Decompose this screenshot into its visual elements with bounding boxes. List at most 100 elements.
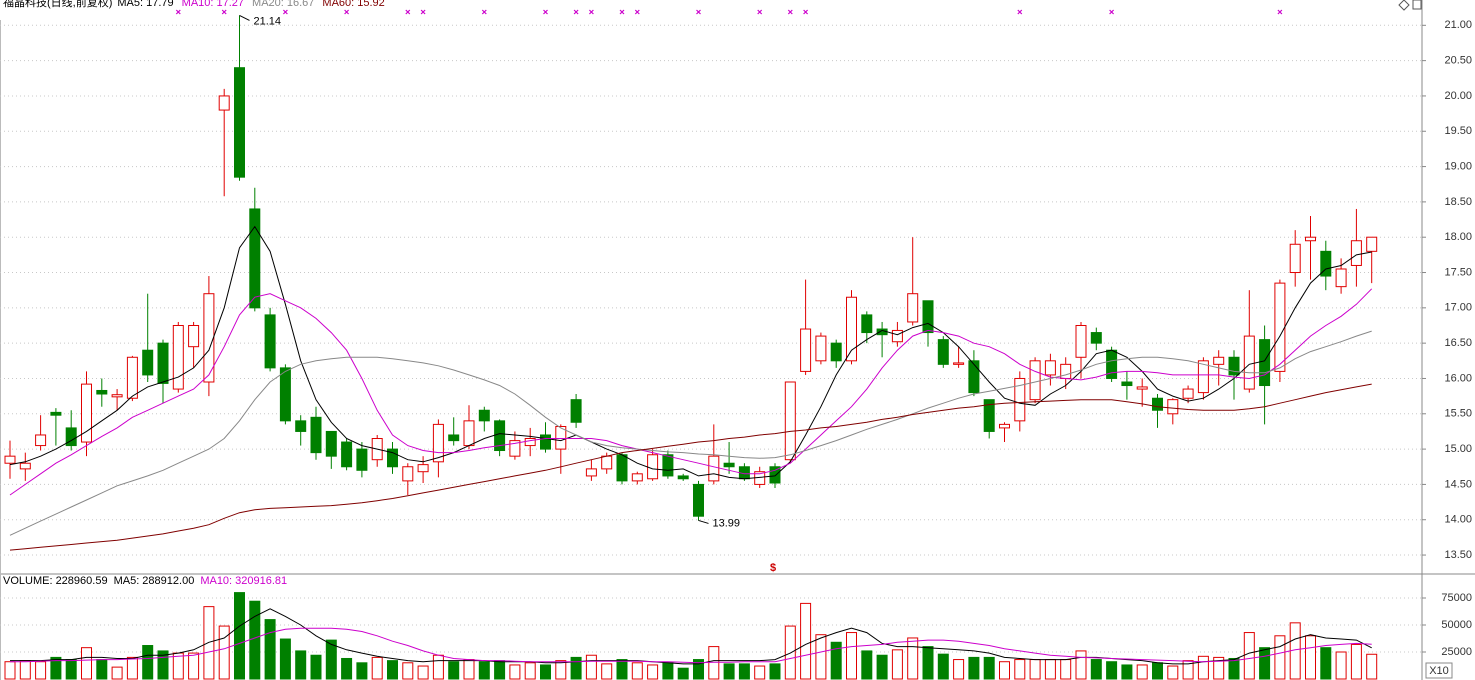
candle-body <box>907 293 919 323</box>
ma-line <box>9 225 1372 480</box>
candle-body <box>800 328 812 372</box>
y-tick-label: 18.00 <box>1444 231 1472 243</box>
volume-bar <box>341 657 353 680</box>
volume-ma-line <box>10 627 1372 664</box>
volume-bar <box>1044 659 1056 680</box>
volume-bar <box>295 650 307 680</box>
tool-icon[interactable] <box>1398 0 1410 11</box>
dividend-marker: $ <box>770 562 776 574</box>
volume-bar <box>188 652 200 680</box>
volume-bar <box>387 660 398 680</box>
volume-bar <box>1167 665 1179 680</box>
candle-body <box>922 300 934 334</box>
low-label: 13.99 <box>713 517 741 529</box>
candle-body <box>1350 240 1362 266</box>
volume-bar <box>815 634 827 680</box>
volume-bar <box>218 625 230 680</box>
event-marker <box>282 9 288 15</box>
candle-body <box>1320 250 1332 277</box>
candle-body <box>601 455 613 470</box>
candle-body <box>234 67 245 178</box>
volume-bar <box>876 654 888 680</box>
candle-body <box>631 473 643 482</box>
volume-bar <box>1075 650 1087 680</box>
volume-bar <box>142 645 154 680</box>
candle-body <box>249 208 261 309</box>
volume-bar <box>325 639 337 680</box>
volume-bar <box>50 656 62 680</box>
candle-body <box>616 454 628 482</box>
candle-body <box>19 462 31 470</box>
volume-bar <box>509 664 521 680</box>
candle-body <box>1090 332 1102 344</box>
volume-bar <box>1121 664 1133 680</box>
candle-body <box>387 448 398 468</box>
candle-body <box>662 454 674 477</box>
volume-bar <box>81 647 92 680</box>
volume-bar <box>371 656 383 680</box>
high-label: 21.14 <box>254 15 282 27</box>
volume-bar <box>1366 653 1378 680</box>
event-marker <box>543 9 548 15</box>
window-icon[interactable] <box>1412 0 1422 10</box>
candle-body <box>325 430 337 457</box>
volume-bar <box>647 664 659 680</box>
volume-bar <box>968 656 980 680</box>
candle-body <box>81 383 92 443</box>
candle-body <box>1228 356 1240 376</box>
volume-bar <box>861 650 873 680</box>
volume-bar <box>432 654 444 680</box>
candle-body <box>509 440 521 457</box>
candle-body <box>815 335 827 362</box>
candle-body <box>188 324 200 348</box>
volume-bar <box>585 654 597 680</box>
event-marker <box>405 9 411 15</box>
volume-bar <box>570 656 582 680</box>
event-marker <box>420 9 426 15</box>
volume-bar <box>524 662 536 680</box>
candle-body <box>937 339 949 365</box>
volume-bar <box>693 659 704 680</box>
candle-body <box>555 425 567 450</box>
y-tick-label: 16.50 <box>1444 337 1472 349</box>
event-marker <box>803 9 809 15</box>
volume-bar <box>891 649 903 680</box>
volume-bar <box>631 662 643 680</box>
volume-bar <box>738 663 750 680</box>
candle-body <box>830 342 842 362</box>
volume-bar <box>1106 661 1118 680</box>
candle-body <box>723 462 735 468</box>
event-marker <box>588 9 594 15</box>
candle-body <box>1335 268 1347 288</box>
candle-body <box>1014 377 1026 422</box>
event-marker <box>221 9 227 15</box>
candle-body <box>279 367 291 422</box>
volume-bar <box>65 659 77 680</box>
volume-bar <box>723 663 735 680</box>
volume-bar <box>126 656 138 680</box>
ma-line <box>9 330 1372 536</box>
volume-bar <box>1259 647 1271 680</box>
y-tick-label: 17.50 <box>1444 266 1472 278</box>
event-marker <box>757 9 763 15</box>
candle-body <box>356 448 368 471</box>
y-tick-label: 20.50 <box>1444 55 1472 67</box>
event-marker <box>1017 9 1023 15</box>
y-tick-label: 15.50 <box>1444 408 1472 420</box>
event-marker <box>787 9 793 15</box>
volume-bar <box>1274 635 1286 680</box>
volume-bar <box>1213 656 1225 680</box>
y-tick-label: 25000 <box>1441 646 1472 658</box>
volume-bar <box>1029 659 1041 680</box>
y-tick-label: 14.00 <box>1444 514 1472 526</box>
volume-bar <box>830 641 842 680</box>
candle-body <box>432 423 444 463</box>
candle-body <box>1044 360 1056 376</box>
volume-bar <box>478 661 490 680</box>
volume-bar <box>157 650 169 680</box>
volume-ma-line <box>10 608 1372 665</box>
legend-label: MA60: 15.92 <box>322 0 384 9</box>
volume-header-label: MA10: 320916.81 <box>200 575 287 587</box>
volume-bar <box>1335 651 1347 680</box>
